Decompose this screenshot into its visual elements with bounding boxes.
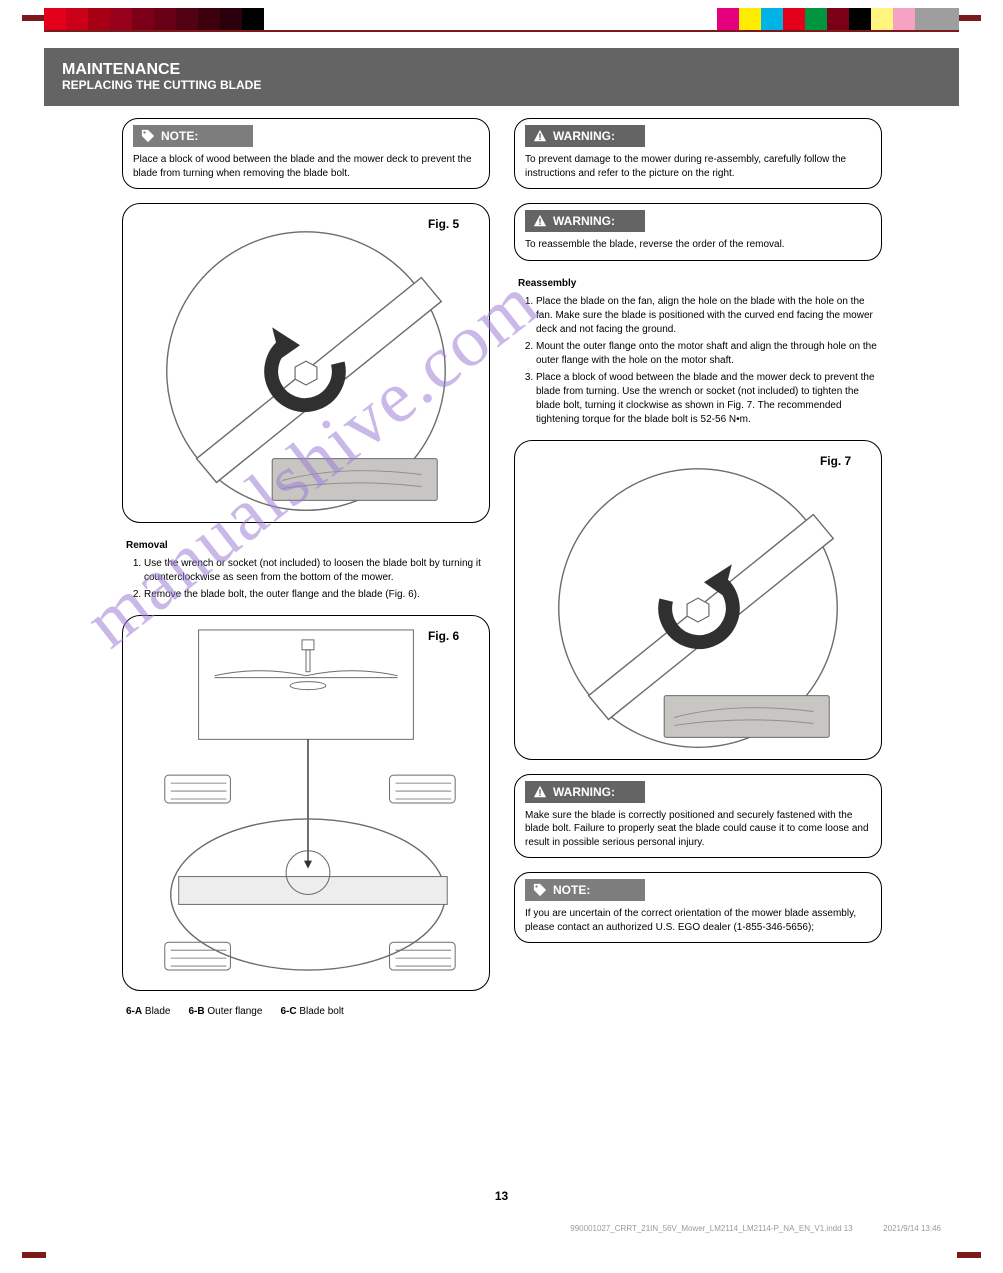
color-swatch <box>805 8 827 30</box>
svg-text:Fig. 6: Fig. 6 <box>428 629 460 643</box>
color-swatch <box>871 8 893 30</box>
section-header: MAINTENANCE REPLACING THE CUTTING BLADE <box>44 48 959 106</box>
color-swatch <box>44 8 66 30</box>
note-pill: NOTE: <box>133 125 253 147</box>
color-swatch <box>154 8 176 30</box>
tag-icon <box>141 129 155 143</box>
reassembly-steps: Reassembly Place the blade on the fan, a… <box>514 275 882 440</box>
warning-pill: WARNING: <box>525 210 645 232</box>
top-rule <box>44 30 959 32</box>
warning-icon <box>533 214 547 228</box>
warning-box-2: WARNING: To reassemble the blade, revers… <box>514 203 882 261</box>
note-text-2: If you are uncertain of the correct orie… <box>525 907 871 934</box>
reassembly-step-2: Mount the outer flange onto the motor sh… <box>536 340 878 368</box>
removal-step-2: Remove the blade bolt, the outer flange … <box>144 588 486 602</box>
corner-mark-bl <box>22 1252 46 1258</box>
warning-pill: WARNING: <box>525 125 645 147</box>
warning-box-3: WARNING: Make sure the blade is correctl… <box>514 774 882 859</box>
figure-5: Fig. 5 <box>122 203 490 523</box>
footer-meta-right: 2021/9/14 13:46 <box>883 1224 941 1233</box>
color-swatch <box>915 8 937 30</box>
header-title: MAINTENANCE <box>62 61 941 79</box>
fig5-label: Fig. 5 <box>428 217 460 231</box>
footer-meta-left: 990001027_CRRT_21IN_56V_Mower_LM2114_LM2… <box>570 1224 852 1233</box>
tag-icon <box>533 883 547 897</box>
removal-heading: Removal <box>126 539 486 553</box>
color-swatch <box>717 8 739 30</box>
color-swatch <box>242 8 264 30</box>
warning-box-1: WARNING: To prevent damage to the mower … <box>514 118 882 189</box>
corner-mark-br <box>957 1252 981 1258</box>
removal-step-1: Use the wrench or socket (not included) … <box>144 557 486 585</box>
warning-text-3: Make sure the blade is correctly positio… <box>525 809 871 850</box>
color-swatch <box>198 8 220 30</box>
warning-label: WARNING: <box>553 785 615 799</box>
warning-icon <box>533 785 547 799</box>
removal-steps: Removal Use the wrench or socket (not in… <box>122 537 490 615</box>
figure-7: Fig. 7 <box>514 440 882 760</box>
color-bar-right <box>717 8 959 30</box>
color-swatch <box>739 8 761 30</box>
svg-text:Fig. 7: Fig. 7 <box>820 453 852 467</box>
reassembly-step-1: Place the blade on the fan, align the ho… <box>536 295 878 337</box>
corner-mark-tl <box>22 15 46 21</box>
right-column: WARNING: To prevent damage to the mower … <box>514 118 882 1029</box>
color-swatch <box>849 8 871 30</box>
color-swatch <box>937 8 959 30</box>
figure-6: Fig. 6 <box>122 615 490 991</box>
color-swatch <box>827 8 849 30</box>
color-swatch <box>66 8 88 30</box>
footer-meta: 990001027_CRRT_21IN_56V_Mower_LM2114_LM2… <box>0 1224 941 1233</box>
color-swatch <box>88 8 110 30</box>
warning-label: WARNING: <box>553 214 615 228</box>
note-label: NOTE: <box>553 883 590 897</box>
reassembly-step-3: Place a block of wood between the blade … <box>536 371 878 427</box>
reassembly-heading: Reassembly <box>518 277 878 291</box>
color-swatch <box>783 8 805 30</box>
note-label: NOTE: <box>161 129 198 143</box>
warning-label: WARNING: <box>553 129 615 143</box>
header-subtitle: REPLACING THE CUTTING BLADE <box>62 79 941 93</box>
color-swatch <box>761 8 783 30</box>
color-swatch <box>132 8 154 30</box>
warning-text-1: To prevent damage to the mower during re… <box>525 153 871 180</box>
color-swatch <box>176 8 198 30</box>
note-box-1: NOTE: Place a block of wood between the … <box>122 118 490 189</box>
note-box-2: NOTE: If you are uncertain of the correc… <box>514 872 882 943</box>
note-pill: NOTE: <box>525 879 645 901</box>
warning-text-2: To reassemble the blade, reverse the ord… <box>525 238 871 252</box>
fig6-legend: 6-A Blade 6-B Outer flange 6-C Blade bol… <box>122 1005 490 1029</box>
note-text-1: Place a block of wood between the blade … <box>133 153 479 180</box>
left-column: NOTE: Place a block of wood between the … <box>122 118 490 1029</box>
page-number: 13 <box>0 1189 1003 1203</box>
color-swatch <box>893 8 915 30</box>
corner-mark-tr <box>957 15 981 21</box>
color-swatch <box>220 8 242 30</box>
warning-pill: WARNING: <box>525 781 645 803</box>
color-swatch <box>110 8 132 30</box>
warning-icon <box>533 129 547 143</box>
color-bar-left <box>44 8 264 30</box>
